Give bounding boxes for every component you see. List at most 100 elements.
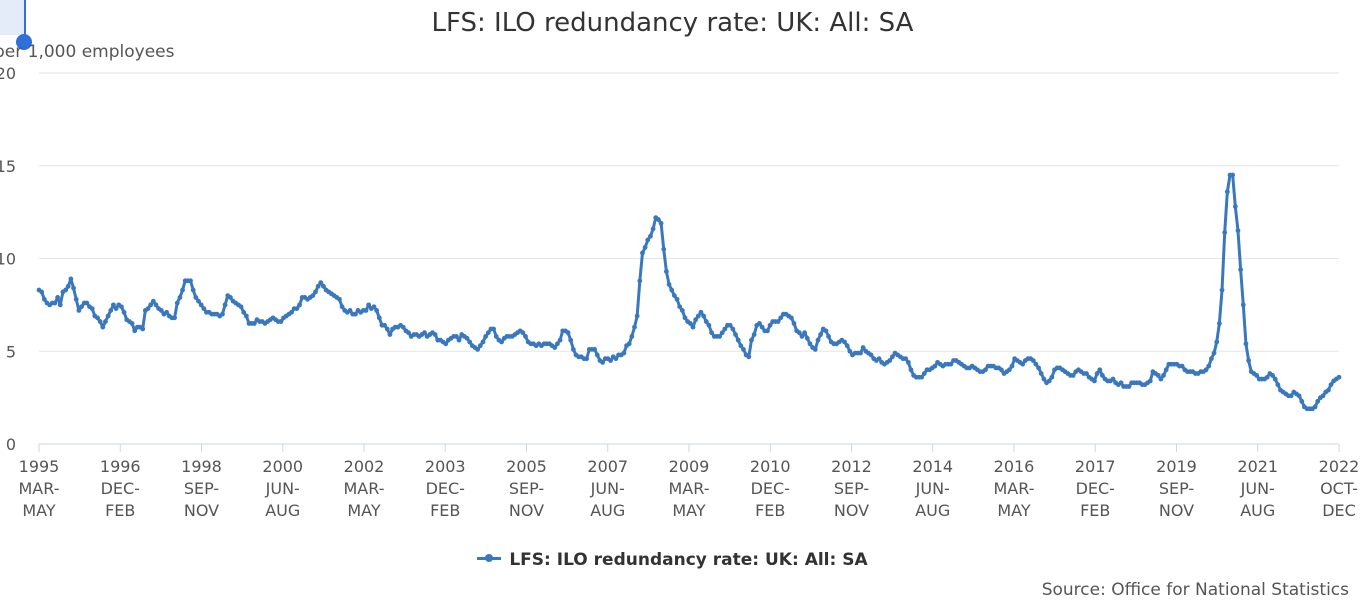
data-point[interactable] [741, 346, 746, 352]
data-point[interactable] [932, 363, 938, 369]
data-point[interactable] [767, 322, 773, 328]
data-point[interactable] [243, 313, 249, 319]
data-point[interactable] [1097, 367, 1103, 373]
data-point[interactable] [671, 293, 677, 298]
data-point[interactable] [366, 302, 372, 308]
data-point[interactable] [1179, 363, 1185, 369]
data-point[interactable] [1320, 393, 1326, 399]
data-point[interactable] [634, 313, 640, 319]
range-handle-dot[interactable] [16, 34, 32, 50]
data-point[interactable] [1288, 393, 1294, 399]
data-point[interactable] [493, 334, 499, 339]
data-point[interactable] [148, 302, 154, 308]
data-point[interactable] [1155, 372, 1161, 378]
data-point[interactable] [520, 330, 526, 336]
data-point[interactable] [251, 321, 257, 326]
data-point[interactable] [1070, 372, 1076, 378]
data-point[interactable] [119, 304, 124, 310]
data-point[interactable] [1099, 372, 1105, 378]
data-point[interactable] [1041, 376, 1047, 382]
data-point[interactable] [1296, 393, 1302, 399]
data-point[interactable] [1030, 358, 1036, 363]
data-point[interactable] [321, 283, 326, 289]
data-point[interactable] [198, 302, 204, 308]
data-point[interactable] [310, 293, 316, 298]
data-point[interactable] [89, 306, 95, 311]
data-point[interactable] [374, 308, 380, 313]
data-point[interactable] [1158, 376, 1164, 382]
data-point[interactable] [1020, 361, 1026, 367]
data-point[interactable] [674, 296, 680, 302]
data-point[interactable] [693, 317, 699, 323]
data-point[interactable] [318, 280, 324, 286]
data-point[interactable] [1206, 363, 1212, 369]
data-point[interactable] [499, 339, 504, 345]
data-point[interactable] [746, 354, 752, 360]
data-point[interactable] [823, 328, 829, 334]
data-point[interactable] [177, 295, 183, 300]
data-point[interactable] [889, 354, 895, 360]
data-point[interactable] [164, 309, 170, 315]
data-point[interactable] [68, 276, 74, 282]
data-point[interactable] [751, 332, 757, 337]
data-point[interactable] [706, 322, 712, 328]
series-line[interactable] [38, 173, 1340, 411]
data-point[interactable] [1264, 374, 1270, 380]
data-point[interactable] [1235, 228, 1241, 234]
data-point[interactable] [552, 345, 558, 350]
data-point[interactable] [347, 308, 353, 313]
data-point[interactable] [337, 296, 342, 302]
data-point[interactable] [858, 350, 863, 356]
data-point[interactable] [132, 328, 138, 334]
data-point[interactable] [796, 330, 802, 336]
data-point[interactable] [180, 287, 185, 293]
data-point[interactable] [815, 337, 821, 343]
data-point[interactable] [698, 309, 704, 315]
data-point[interactable] [775, 319, 781, 324]
data-point[interactable] [39, 289, 45, 295]
data-point[interactable] [656, 217, 661, 222]
data-point[interactable] [1208, 356, 1214, 362]
data-point[interactable] [1230, 172, 1236, 178]
data-point[interactable] [998, 367, 1004, 373]
data-point[interactable] [757, 321, 762, 326]
data-point[interactable] [648, 233, 653, 239]
data-point[interactable] [382, 322, 387, 328]
data-point[interactable] [876, 356, 882, 362]
data-point[interactable] [919, 374, 925, 380]
data-point[interactable] [847, 348, 853, 354]
data-point[interactable] [456, 337, 462, 343]
data-point[interactable] [632, 324, 637, 330]
data-point[interactable] [826, 334, 831, 339]
data-point[interactable] [1270, 372, 1275, 378]
data-point[interactable] [791, 321, 797, 326]
data-point[interactable] [1254, 372, 1259, 378]
data-point[interactable] [1118, 380, 1124, 386]
data-point[interactable] [406, 330, 411, 336]
data-point[interactable] [100, 324, 106, 330]
data-point[interactable] [679, 308, 685, 313]
data-point[interactable] [765, 328, 770, 334]
data-point[interactable] [129, 321, 135, 326]
data-point[interactable] [1275, 382, 1281, 388]
data-point[interactable] [1036, 365, 1041, 371]
data-point[interactable] [238, 304, 244, 310]
data-point[interactable] [1272, 376, 1278, 382]
data-point[interactable] [807, 341, 813, 347]
data-point[interactable] [555, 341, 560, 347]
data-point[interactable] [802, 330, 808, 336]
data-point[interactable] [1315, 398, 1321, 404]
data-point[interactable] [1033, 361, 1039, 367]
data-point[interactable] [228, 295, 233, 300]
data-point[interactable] [600, 359, 605, 365]
data-point[interactable] [1038, 371, 1044, 376]
legend[interactable]: LFS: ILO redundancy rate: UK: All: SA [0, 550, 1345, 570]
data-point[interactable] [621, 350, 627, 356]
data-point[interactable] [677, 304, 683, 310]
data-point[interactable] [661, 246, 667, 252]
data-point[interactable] [592, 346, 598, 352]
data-point[interactable] [637, 278, 643, 284]
data-point[interactable] [121, 309, 127, 315]
data-point[interactable] [1214, 339, 1220, 345]
data-point[interactable] [1211, 350, 1217, 356]
